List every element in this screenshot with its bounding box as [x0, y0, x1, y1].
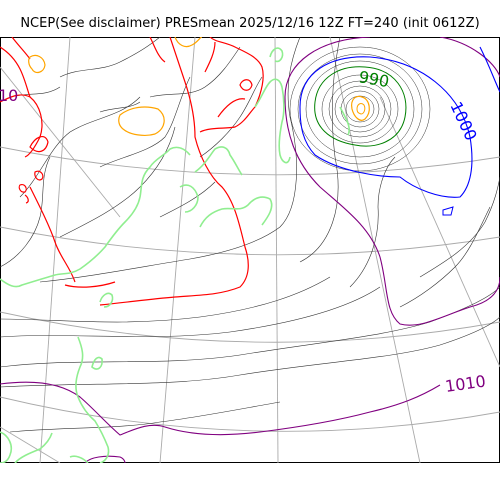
small-blue-feature [442, 206, 454, 216]
orange-contours [28, 37, 203, 136]
isobar-1010-bottom [84, 455, 126, 463]
pressure-map: 990 1000 1010 10 [0, 37, 500, 463]
red-contours [0, 37, 264, 306]
isobar-1010-lower [0, 381, 441, 436]
isobar-1010-upper [284, 37, 500, 326]
map-panel: 990 1000 1010 10 [0, 37, 500, 463]
longitude-line [379, 96, 500, 368]
longitude-line [329, 37, 421, 463]
latitude-line [0, 146, 500, 176]
chart-title: NCEP(See disclaimer) PRESmean 2025/12/16… [20, 16, 480, 31]
latitude-line [0, 396, 500, 432]
longitude-line [0, 66, 121, 218]
isobars [0, 37, 500, 433]
latitude-line [0, 226, 500, 256]
map-border [0, 37, 500, 463]
isobar-blue-right [479, 46, 500, 93]
graticule [0, 37, 500, 463]
isobar-label-10: 10 [0, 86, 18, 105]
low-pressure-rings [289, 46, 431, 172]
isobar-990 [314, 66, 407, 147]
longitude-line [274, 37, 279, 463]
longitude-line [159, 37, 196, 463]
longitude-line [39, 37, 71, 463]
green-contours [0, 47, 350, 463]
low-center-inner [356, 103, 366, 115]
latitude-line [0, 311, 500, 343]
isobar-1000 [299, 56, 473, 198]
longitude-line [0, 426, 61, 463]
low-center [351, 95, 370, 121]
